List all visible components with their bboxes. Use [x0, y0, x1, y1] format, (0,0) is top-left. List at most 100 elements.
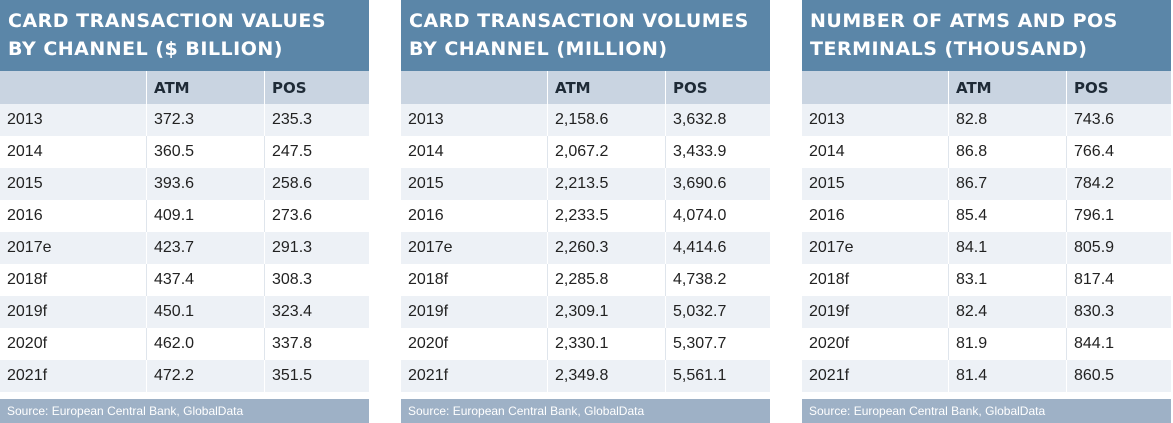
year-cell: 2014 — [802, 136, 949, 168]
values-table: ATM POS 2013 372.3 235.3 2014 360.5 247.5 2015 39… — [0, 71, 369, 392]
table-row: 2013 2,158.6 3,632.8 — [401, 104, 770, 136]
atm-value-cell: 2,067.2 — [548, 136, 666, 168]
pos-value-cell: 3,690.6 — [673, 175, 727, 192]
atm-value-cell: 372.3 — [147, 104, 265, 136]
pos-value-cell: 291.3 — [272, 239, 313, 256]
table-row: 2016 2,233.5 4,074.0 — [401, 200, 770, 232]
table-row: 2017e 423.7 291.3 — [0, 232, 369, 264]
year-cell: 2019f — [0, 296, 147, 328]
year-cell: 2019f — [802, 296, 949, 328]
pos-value-cell: 258.6 — [272, 175, 313, 192]
atm-value-cell: 2,349.8 — [548, 360, 666, 392]
year-cell: 2020f — [802, 328, 949, 360]
year-cell: 2015 — [802, 168, 949, 200]
atm-value-cell: 462.0 — [147, 328, 265, 360]
table-row: 2021f 472.2 351.5 — [0, 360, 369, 392]
pos-value-cell: 3,632.8 — [673, 111, 727, 128]
atm-value-cell: 84.1 — [949, 232, 1067, 264]
header-cell-year — [0, 71, 147, 104]
atm-value-cell: 2,330.1 — [548, 328, 666, 360]
terminals-table-panel: NUMBER OF ATMS AND POS TERMINALS (THOUSA… — [802, 0, 1171, 423]
table-row: 2019f 450.1 323.4 — [0, 296, 369, 328]
table-row: 2021f 81.4 860.5 — [802, 360, 1171, 392]
year-cell: 2018f — [0, 264, 147, 296]
header-cell-year — [401, 71, 548, 104]
pos-value-cell: 766.4 — [1074, 143, 1115, 160]
atm-value-cell: 2,158.6 — [548, 104, 666, 136]
pos-value-cell: 4,738.2 — [673, 271, 727, 288]
atm-value-cell: 86.7 — [949, 168, 1067, 200]
pos-value-cell: 247.5 — [272, 143, 313, 160]
year-cell: 2013 — [401, 104, 548, 136]
year-cell: 2016 — [401, 200, 548, 232]
volumes-table: ATM POS 2013 2,158.6 3,632.8 2014 2,067.2 3,433… — [401, 71, 770, 392]
atm-value-cell: 2,309.1 — [548, 296, 666, 328]
atm-value-cell: 81.4 — [949, 360, 1067, 392]
year-cell: 2021f — [0, 360, 147, 392]
pos-value-cell: 4,414.6 — [673, 239, 727, 256]
pos-value-cell: 784.2 — [1074, 175, 1115, 192]
atm-value-cell: 437.4 — [147, 264, 265, 296]
table-header-row: ATM POS — [802, 71, 1171, 104]
table-row: 2020f 2,330.1 5,307.7 — [401, 328, 770, 360]
table-row: 2014 86.8 766.4 — [802, 136, 1171, 168]
pos-value-cell: 5,032.7 — [673, 303, 727, 320]
table-row: 2015 86.7 784.2 — [802, 168, 1171, 200]
terminals-table-title: NUMBER OF ATMS AND POS TERMINALS (THOUSA… — [802, 0, 1171, 71]
year-cell: 2019f — [401, 296, 548, 328]
table-row: 2021f 2,349.8 5,561.1 — [401, 360, 770, 392]
pos-value-cell: 235.3 — [272, 111, 313, 128]
pos-value-cell: 817.4 — [1074, 271, 1115, 288]
pos-value-cell: 3,433.9 — [673, 143, 727, 160]
year-cell: 2017e — [0, 232, 147, 264]
table-row: 2015 2,213.5 3,690.6 — [401, 168, 770, 200]
pos-value-cell: 805.9 — [1074, 239, 1115, 256]
atm-value-cell: 86.8 — [949, 136, 1067, 168]
atm-value-cell: 2,285.8 — [548, 264, 666, 296]
atm-value-cell: 360.5 — [147, 136, 265, 168]
volumes-table-panel: CARD TRANSACTION VOLUMES BY CHANNEL (MIL… — [401, 0, 770, 423]
pos-value-cell: 273.6 — [272, 207, 313, 224]
year-cell: 2021f — [401, 360, 548, 392]
header-cell-atm: ATM — [548, 71, 666, 104]
atm-value-cell: 2,233.5 — [548, 200, 666, 232]
pos-value-cell: 323.4 — [272, 303, 313, 320]
values-table-panel: CARD TRANSACTION VALUES BY CHANNEL ($ BI… — [0, 0, 369, 423]
table-row: 2019f 82.4 830.3 — [802, 296, 1171, 328]
table-row: 2017e 2,260.3 4,414.6 — [401, 232, 770, 264]
year-cell: 2013 — [802, 104, 949, 136]
table-row: 2016 409.1 273.6 — [0, 200, 369, 232]
terminals-table-source: Source: European Central Bank, GlobalDat… — [802, 399, 1171, 423]
year-cell: 2014 — [0, 136, 147, 168]
atm-value-cell: 2,213.5 — [548, 168, 666, 200]
pos-value-cell: 743.6 — [1074, 111, 1115, 128]
table-row: 2017e 84.1 805.9 — [802, 232, 1171, 264]
year-cell: 2016 — [802, 200, 949, 232]
year-cell: 2021f — [802, 360, 949, 392]
pos-value-cell: 844.1 — [1074, 335, 1115, 352]
table-row: 2019f 2,309.1 5,032.7 — [401, 296, 770, 328]
atm-value-cell: 81.9 — [949, 328, 1067, 360]
header-cell-atm: ATM — [147, 71, 265, 104]
atm-value-cell: 82.4 — [949, 296, 1067, 328]
year-cell: 2015 — [0, 168, 147, 200]
year-cell: 2018f — [802, 264, 949, 296]
header-cell-year — [802, 71, 949, 104]
atm-value-cell: 83.1 — [949, 264, 1067, 296]
pos-value-cell: 5,307.7 — [673, 335, 727, 352]
table-header-row: ATM POS — [401, 71, 770, 104]
pos-value-cell: 5,561.1 — [673, 367, 727, 384]
table-row: 2020f 81.9 844.1 — [802, 328, 1171, 360]
year-cell: 2020f — [0, 328, 147, 360]
pos-value-cell: 796.1 — [1074, 207, 1115, 224]
table-header-row: ATM POS — [0, 71, 369, 104]
table-row: 2013 372.3 235.3 — [0, 104, 369, 136]
year-cell: 2015 — [401, 168, 548, 200]
values-table-title: CARD TRANSACTION VALUES BY CHANNEL ($ BI… — [0, 0, 369, 71]
volumes-table-source: Source: European Central Bank, GlobalDat… — [401, 399, 770, 423]
header-cell-atm: ATM — [949, 71, 1067, 104]
year-cell: 2017e — [802, 232, 949, 264]
table-row: 2018f 83.1 817.4 — [802, 264, 1171, 296]
year-cell: 2020f — [401, 328, 548, 360]
atm-value-cell: 393.6 — [147, 168, 265, 200]
